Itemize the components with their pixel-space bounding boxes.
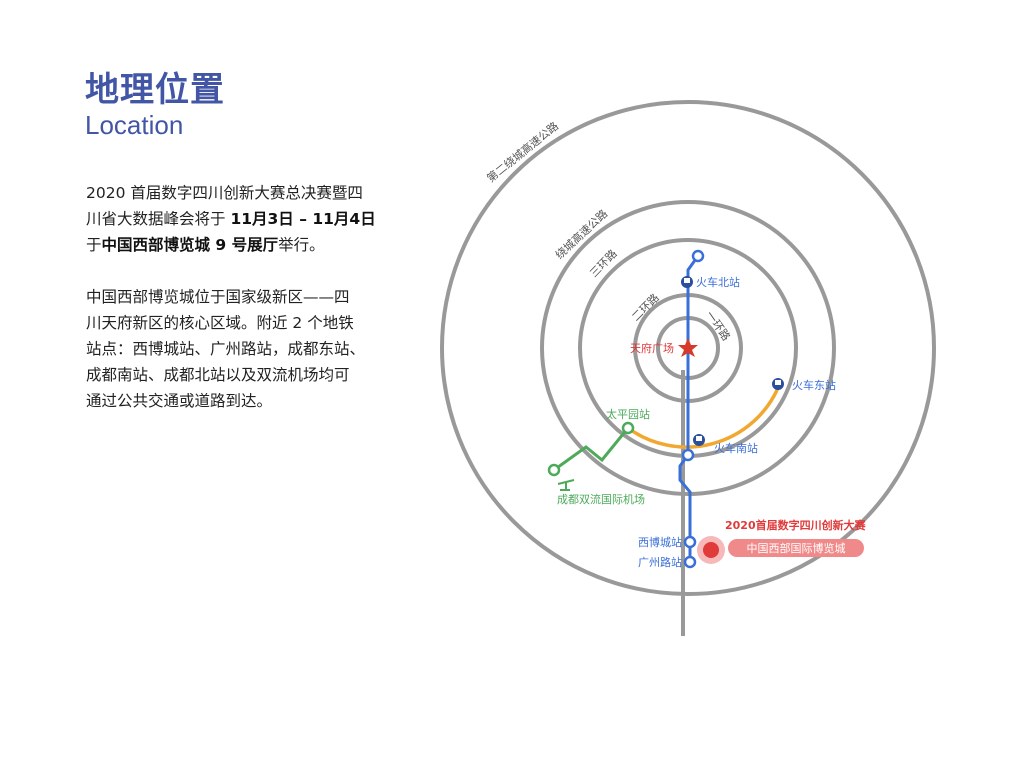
green-metro-line	[553, 427, 630, 472]
station-taiping	[621, 421, 635, 435]
intro-line: 于中国西部博览城 9 号展厅举行。	[86, 232, 376, 258]
label-north-station: 火车北站	[696, 275, 740, 289]
venue-badge	[728, 539, 864, 557]
ring-ring-expressway	[540, 200, 836, 496]
label-xibocheng: 西博城站	[638, 535, 682, 549]
text: 于	[86, 236, 102, 254]
ring-label: 绕城高速公路	[552, 206, 610, 261]
venue-name: 中国西部国际博览城	[747, 541, 846, 555]
intro-line: 2020 首届数字四川创新大赛总决赛暨四	[86, 184, 363, 202]
ring-2nd-ring-expressway	[440, 100, 936, 596]
venue-hall: 中国西部博览城 9 号展厅	[101, 236, 279, 254]
station-guangzhoulu	[683, 555, 697, 569]
train-icon	[693, 434, 705, 446]
label-taiping: 太平园站	[606, 407, 650, 421]
station-north-terminal	[691, 249, 705, 263]
ring-label: 第二绕城高速公路	[484, 119, 561, 185]
venue-marker	[703, 542, 719, 558]
description-paragraph: 中国西部博览城位于国家级新区——四 川天府新区的核心区域。附近 2 个地铁 站点…	[86, 284, 365, 414]
station-airport	[547, 463, 561, 477]
venue-event: 2020首届数字四川创新大赛	[725, 518, 867, 532]
star-icon	[678, 338, 698, 357]
label-airport: 成都双流国际机场	[557, 492, 645, 506]
label-east-station: 火车东站	[792, 378, 836, 392]
text: 举行。	[278, 236, 325, 254]
label-guangzhoulu: 广州路站	[638, 555, 682, 569]
train-icon	[772, 378, 784, 390]
description-line: 站点：西博城站、广州路站，成都东站、	[86, 340, 366, 358]
plane-icon	[557, 479, 575, 491]
station-south	[681, 448, 695, 462]
blue-metro-line	[678, 255, 700, 562]
page-subtitle: Location	[85, 110, 184, 140]
description-line: 川天府新区的核心区域。附近 2 个地铁	[86, 314, 354, 332]
train-icon	[681, 276, 693, 288]
event-dates: 11月3日 – 11月4日	[230, 210, 376, 228]
intro-paragraph: 2020 首届数字四川创新大赛总决赛暨四 川省大数据峰会将于 11月3日 – 1…	[86, 180, 376, 258]
description-line: 成都南站、成都北站以及双流机场均可	[86, 366, 350, 384]
label-center: 天府广场	[630, 341, 674, 355]
station-xibocheng	[683, 535, 697, 549]
ring-label: 三环路	[587, 247, 619, 280]
intro-line: 川省大数据峰会将于 11月3日 – 11月4日	[86, 206, 376, 232]
description-line: 中国西部博览城位于国家级新区——四	[86, 288, 350, 306]
label-south-station: 火车南站	[714, 441, 758, 455]
page-title: 地理位置	[85, 70, 225, 110]
orange-metro-line	[626, 387, 780, 449]
description-line: 通过公共交通或道路到达。	[86, 392, 273, 410]
text: 川省大数据峰会将于	[86, 210, 231, 228]
